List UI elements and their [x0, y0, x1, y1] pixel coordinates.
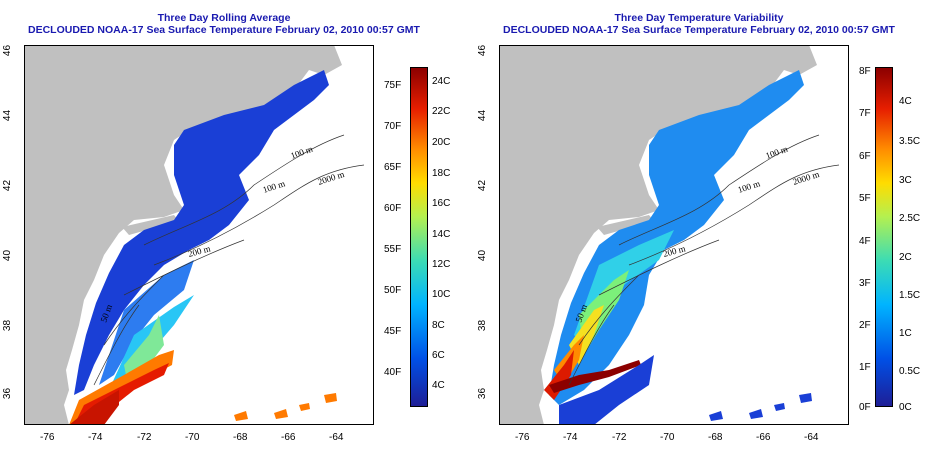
right-title-line1: Three Day Temperature Variability	[614, 12, 784, 24]
colorbar-c-label: 2C	[899, 252, 912, 263]
colorbar-f-label: 65F	[384, 162, 402, 173]
colorbar-c-label: 0C	[899, 402, 912, 413]
colorbar-f-label: 50F	[384, 285, 402, 296]
colorbar-c-label: 10C	[432, 289, 451, 300]
colorbar-c-label: 16C	[432, 198, 451, 209]
contour-lines	[568, 134, 840, 386]
colorbar-f-label: 2F	[859, 320, 871, 331]
lat-tick: 36	[2, 387, 14, 400]
colorbar-c-label: 12C	[432, 259, 451, 270]
right-panel: Three Day Temperature Variability DECLOU…	[475, 0, 950, 475]
contour-label: 100 m	[764, 144, 789, 161]
colorbar-c-label: 3.5C	[899, 136, 921, 147]
colorbar-f-label: 5F	[859, 193, 871, 204]
colorbar-f-label: 60F	[384, 203, 402, 214]
colorbar-f-label: 40F	[384, 367, 402, 378]
colorbar-c-label: 2.5C	[899, 213, 921, 224]
contour-label: 2000 m	[792, 169, 821, 187]
left-sst-map: 100 m 100 m 2000 m 200 m 50 m	[24, 45, 374, 425]
lon-tick: -64	[804, 432, 819, 443]
left-map-svg: 100 m 100 m 2000 m 200 m 50 m	[24, 45, 365, 425]
lat-tick: 44	[477, 109, 489, 122]
sst-gulfstream-red	[69, 390, 119, 425]
lat-tick: 46	[2, 44, 14, 57]
colorbar-c-label: 20C	[432, 137, 451, 148]
contour-lines	[93, 134, 365, 386]
colorbar-c-label: 22C	[432, 106, 451, 117]
left-title-line1: Three Day Rolling Average	[157, 12, 291, 24]
lon-tick: -70	[185, 432, 200, 443]
land-mass	[24, 45, 342, 425]
lon-tick: -66	[756, 432, 771, 443]
colorbar-c-label: 8C	[432, 320, 445, 331]
colorbar-c-label: 24C	[432, 76, 451, 87]
lat-tick: 40	[477, 249, 489, 262]
lat-tick: 46	[477, 44, 489, 57]
var-cyan	[574, 230, 674, 345]
colorbar-c-label: 18C	[432, 168, 451, 179]
contour-label: 100 m	[289, 144, 314, 161]
var-darkred-band	[549, 360, 641, 393]
long-island	[597, 215, 654, 235]
land-mass	[499, 45, 817, 425]
long-island	[122, 215, 179, 235]
colorbar-f-label: 8F	[859, 66, 871, 77]
colorbar-f-label: 70F	[384, 121, 402, 132]
lat-tick: 36	[477, 387, 489, 400]
right-title-line2: DECLOUDED NOAA-17 Sea Surface Temperatur…	[503, 24, 895, 36]
colorbar-c-label: 3C	[899, 175, 912, 186]
lon-tick: -74	[563, 432, 578, 443]
left-colorbar	[410, 67, 428, 407]
lon-tick: -72	[137, 432, 152, 443]
colorbar-f-label: 45F	[384, 326, 402, 337]
right-map-svg: 100 m 100 m 2000 m 200 m 50 m	[499, 45, 840, 425]
colorbar-f-label: 1F	[859, 362, 871, 373]
lon-tick: -70	[660, 432, 675, 443]
var-base	[549, 70, 804, 405]
right-colorbar	[875, 67, 893, 407]
colorbar-f-label: 55F	[384, 244, 402, 255]
right-variability-map: 100 m 100 m 2000 m 200 m 50 m	[499, 45, 849, 425]
colorbar-f-label: 4F	[859, 236, 871, 247]
lat-tick: 44	[2, 109, 14, 122]
colorbar-f-label: 75F	[384, 80, 402, 91]
sst-cold-band	[74, 70, 329, 395]
lon-tick: -66	[281, 432, 296, 443]
colorbar-f-label: 0F	[859, 402, 871, 413]
lat-tick: 42	[477, 179, 489, 192]
colorbar-c-label: 1C	[899, 328, 912, 339]
contour-label: 100 m	[737, 178, 762, 195]
lat-tick: 40	[2, 249, 14, 262]
lat-tick: 38	[477, 319, 489, 332]
colorbar-f-label: 6F	[859, 151, 871, 162]
colorbar-c-label: 0.5C	[899, 366, 921, 377]
lon-tick: -74	[88, 432, 103, 443]
contour-label: 2000 m	[317, 169, 346, 187]
var-specks	[709, 393, 812, 421]
left-panel: Three Day Rolling Average DECLOUDED NOAA…	[2, 12, 451, 443]
colorbar-c-label: 1.5C	[899, 290, 921, 301]
lat-tick: 38	[2, 319, 14, 332]
left-title-line2: DECLOUDED NOAA-17 Sea Surface Temperatur…	[28, 24, 420, 36]
lon-tick: -72	[612, 432, 627, 443]
lat-tick: 42	[2, 179, 14, 192]
lon-tick: -64	[329, 432, 344, 443]
lon-tick: -68	[233, 432, 248, 443]
sst-shelf-blue	[99, 260, 194, 385]
colorbar-c-label: 4C	[432, 380, 445, 391]
contour-label: 100 m	[262, 178, 287, 195]
sst-specks	[234, 393, 337, 421]
colorbar-f-label: 7F	[859, 108, 871, 119]
lon-tick: -68	[708, 432, 723, 443]
colorbar-c-label: 4C	[899, 96, 912, 107]
colorbar-c-label: 6C	[432, 350, 445, 361]
lon-tick: -76	[40, 432, 55, 443]
lon-tick: -76	[515, 432, 530, 443]
var-south-blue	[559, 355, 654, 425]
colorbar-c-label: 14C	[432, 229, 451, 240]
colorbar-f-label: 3F	[859, 278, 871, 289]
